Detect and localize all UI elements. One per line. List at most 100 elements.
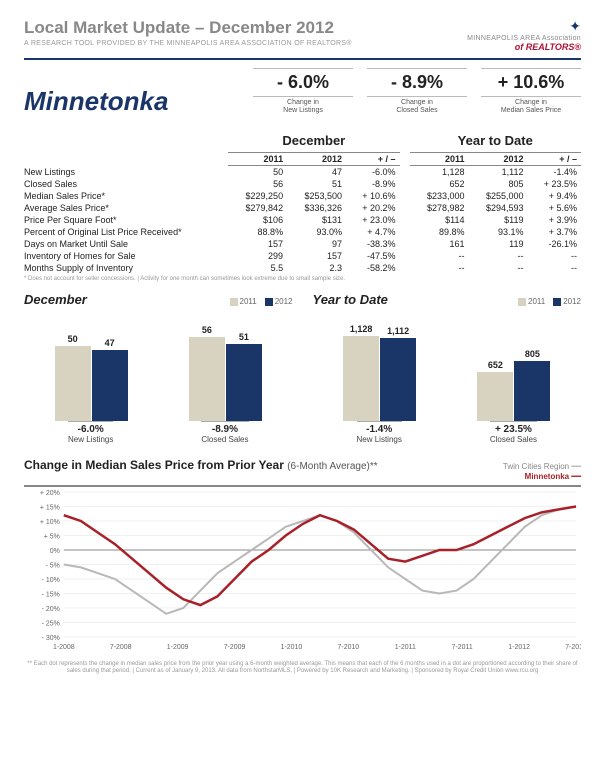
svg-text:7-2011: 7-2011 (452, 644, 473, 651)
line-chart-title: Change in Median Sales Price from Prior … (24, 458, 378, 472)
table-cell: -- (469, 250, 528, 262)
table-row: New Listings5047-6.0%1,1281,112-1.4% (24, 165, 581, 178)
table-cell: + 9.4% (527, 190, 581, 202)
bar-charts: December 20112012 50 47 56 51 -6.0%New L… (24, 292, 581, 444)
stat-label: Change inMedian Sales Price (481, 96, 581, 116)
svg-text:- 10%: - 10% (42, 577, 60, 584)
top-stat: + 10.6%Change inMedian Sales Price (481, 68, 581, 116)
table-cell: 56 (228, 178, 287, 190)
table-row: Price Per Square Foot*$106$131+ 23.0%$11… (24, 214, 581, 226)
table-cell: $294,593 (469, 202, 528, 214)
table-cell: -8.9% (346, 178, 399, 190)
table-cell: 93.0% (287, 226, 346, 238)
table-group-header: December (228, 131, 399, 153)
svg-text:+ 10%: + 10% (40, 519, 60, 526)
table-cell: -38.3% (346, 238, 399, 250)
divider (24, 58, 581, 60)
table-cell: 93.1% (469, 226, 528, 238)
top-stat: - 8.9% Change inClosed Sales (367, 68, 467, 116)
bar-legend: 20112012 (510, 297, 581, 306)
table-cell: $253,500 (287, 190, 346, 202)
table-row: Median Sales Price*$229,250$253,500+ 10.… (24, 190, 581, 202)
table-cell: 805 (469, 178, 528, 190)
table-row: Average Sales Price*$279,842$336,326+ 20… (24, 202, 581, 214)
table-cell: $255,000 (469, 190, 528, 202)
table-col-header: 2011 (228, 152, 287, 165)
bar-label: -8.9%Closed Sales (201, 421, 248, 444)
table-col-header: + / – (346, 152, 399, 165)
svg-text:- 5%: - 5% (46, 562, 60, 569)
realtor-logo: ✦ MINNEAPOLIS AREA Association of REALTO… (467, 18, 581, 52)
svg-text:7-2010: 7-2010 (338, 644, 360, 651)
table-cell: 89.8% (410, 226, 469, 238)
svg-text:+ 20%: + 20% (40, 490, 60, 497)
bar-2012: 51 (226, 344, 262, 421)
svg-text:7-2008: 7-2008 (110, 644, 132, 651)
bar-chart: December 20112012 50 47 56 51 -6.0%New L… (24, 292, 293, 444)
bar-2011: 56 (189, 337, 225, 421)
svg-text:- 20%: - 20% (42, 606, 60, 613)
stat-label: Change inNew Listings (253, 96, 353, 116)
bar-2012: 805 (514, 361, 550, 421)
header: Local Market Update – December 2012 A RE… (24, 18, 581, 52)
svg-text:1-2009: 1-2009 (167, 644, 189, 651)
bar-group: 50 47 (55, 346, 128, 421)
stat-value: - 6.0% (253, 68, 353, 93)
table-cell: -26.1% (527, 238, 581, 250)
row-label: Median Sales Price* (24, 190, 228, 202)
row-label: Days on Market Until Sale (24, 238, 228, 250)
table-cell: + 23.5% (527, 178, 581, 190)
table-cell: + 10.6% (346, 190, 399, 202)
svg-text:- 25%: - 25% (42, 620, 60, 627)
table-cell: -- (527, 250, 581, 262)
table-cell: 299 (228, 250, 287, 262)
table-cell: -- (410, 250, 469, 262)
top-stat: - 6.0% Change inNew Listings (253, 68, 353, 116)
svg-text:- 15%: - 15% (42, 591, 60, 598)
bar-2012: 47 (92, 350, 128, 421)
bar-group: 56 51 (189, 337, 262, 421)
table-cell: $336,326 (287, 202, 346, 214)
svg-text:- 30%: - 30% (42, 635, 60, 642)
table-cell: $131 (287, 214, 346, 226)
data-table: DecemberYear to Date20112012+ / –2011201… (24, 131, 581, 282)
bar-legend: 20112012 (222, 297, 293, 306)
logo-icon: ✦ (467, 18, 581, 35)
svg-text:0%: 0% (50, 548, 60, 555)
table-cell: 88.8% (228, 226, 287, 238)
row-label: Average Sales Price* (24, 202, 228, 214)
svg-text:7-2012: 7-2012 (565, 644, 581, 651)
table-cell: -- (410, 262, 469, 274)
table-footnote: * Does not account for seller concession… (24, 276, 581, 282)
table-col-header: 2012 (469, 152, 528, 165)
svg-text:1-2010: 1-2010 (281, 644, 303, 651)
table-cell: + 3.9% (527, 214, 581, 226)
table-cell: -6.0% (346, 165, 399, 178)
bar-2011: 652 (477, 372, 513, 421)
row-label: Months Supply of Inventory (24, 262, 228, 274)
table-row: Months Supply of Inventory5.52.3-58.2%--… (24, 262, 581, 274)
svg-text:7-2009: 7-2009 (224, 644, 246, 651)
table-cell: 157 (287, 250, 346, 262)
row-label: Closed Sales (24, 178, 228, 190)
logo-line1: MINNEAPOLIS AREA Association (467, 35, 581, 42)
table-cell: $279,842 (228, 202, 287, 214)
table-cell: 652 (410, 178, 469, 190)
table-col-header: 2012 (287, 152, 346, 165)
logo-line2: of REALTORS® (467, 42, 581, 52)
table-cell: $106 (228, 214, 287, 226)
stat-value: - 8.9% (367, 68, 467, 93)
table-cell: + 20.2% (346, 202, 399, 214)
table-col-header: + / – (527, 152, 581, 165)
table-cell: $114 (410, 214, 469, 226)
table-cell: 1,112 (469, 165, 528, 178)
bar-2011: 50 (55, 346, 91, 421)
bar-2012: 1,112 (380, 338, 416, 421)
table-cell: 1,128 (410, 165, 469, 178)
table-cell: $278,982 (410, 202, 469, 214)
table-cell: 51 (287, 178, 346, 190)
stat-label: Change inClosed Sales (367, 96, 467, 116)
table-cell: 2.3 (287, 262, 346, 274)
table-cell: 157 (228, 238, 287, 250)
table-cell: + 23.0% (346, 214, 399, 226)
